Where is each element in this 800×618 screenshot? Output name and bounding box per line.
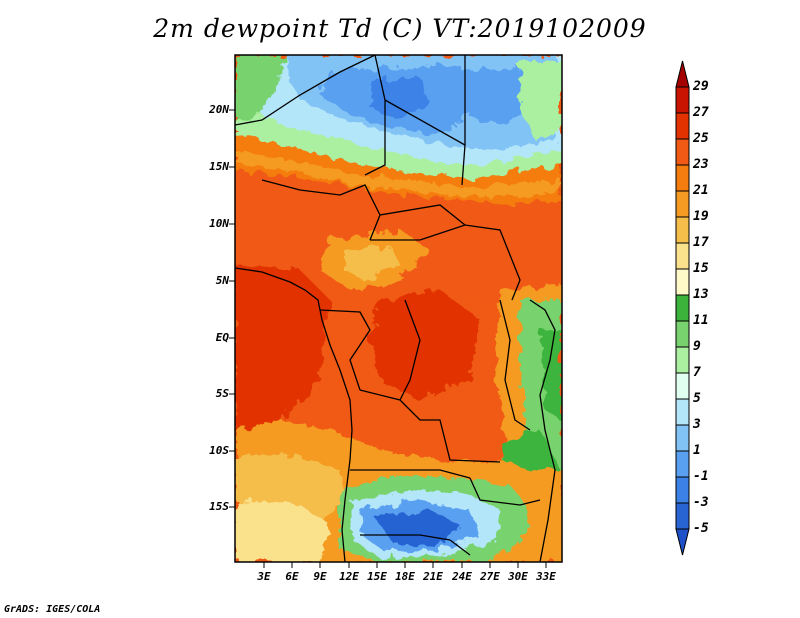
colorbar-swatch xyxy=(675,398,690,426)
colorbar-swatch xyxy=(675,372,690,400)
lon-label-12e: 12E xyxy=(339,570,359,583)
lon-label-3e: 3E xyxy=(257,570,271,583)
colorbar-label: 7 xyxy=(693,365,701,380)
colorbar-swatch xyxy=(675,242,690,270)
dewpoint-field xyxy=(235,55,562,562)
lat-label-eq: EQ xyxy=(215,331,229,344)
colorbar-swatch xyxy=(675,294,690,322)
colorbar-swatch xyxy=(675,216,690,244)
colorbar-swatch xyxy=(675,112,690,140)
lon-label-30e: 30E xyxy=(508,570,528,583)
colorbar-swatch xyxy=(675,164,690,192)
lon-label-9e: 9E xyxy=(313,570,327,583)
colorbar-label: 13 xyxy=(693,287,709,302)
colorbar xyxy=(675,60,690,556)
colorbar-label: 19 xyxy=(693,209,709,224)
colorbar-label: -5 xyxy=(693,521,709,536)
colorbar-label: 21 xyxy=(693,183,709,198)
colorbar-swatch xyxy=(675,476,690,504)
lat-label-15s: 15S xyxy=(209,500,229,513)
colorbar-label: 25 xyxy=(693,131,709,146)
lon-label-21e: 21E xyxy=(423,570,443,583)
colorbar-label: 23 xyxy=(693,157,709,172)
colorbar-swatch xyxy=(675,450,690,478)
colorbar-label: 3 xyxy=(693,417,701,432)
colorbar-label: 29 xyxy=(693,79,709,94)
colorbar-bottom-arrow xyxy=(675,528,690,556)
lon-label-6e: 6E xyxy=(285,570,299,583)
colorbar-swatch xyxy=(675,190,690,218)
lon-ticks xyxy=(263,562,547,568)
colorbar-label: 9 xyxy=(693,339,701,354)
footer-credit: GrADS: IGES/COLA xyxy=(4,604,101,615)
chart-title: 2m dewpoint Td (C) VT:2019102009 xyxy=(153,14,647,43)
colorbar-label: 27 xyxy=(693,105,709,120)
lat-label-5n: 5N xyxy=(215,274,229,287)
lat-ticks xyxy=(229,109,235,508)
colorbar-top-arrow xyxy=(675,60,690,88)
lon-label-27e: 27E xyxy=(480,570,500,583)
colorbar-swatch xyxy=(675,138,690,166)
colorbar-label: 11 xyxy=(693,313,709,328)
colorbar-swatch xyxy=(675,424,690,452)
lon-label-18e: 18E xyxy=(395,570,415,583)
colorbar-swatch xyxy=(675,268,690,296)
map-boundaries xyxy=(235,55,556,562)
lon-label-15e: 15E xyxy=(367,570,387,583)
lat-label-10s: 10S xyxy=(209,444,229,457)
colorbar-swatch xyxy=(675,320,690,348)
map-frame xyxy=(234,54,563,563)
lat-label-15n: 15N xyxy=(209,160,229,173)
colorbar-swatch xyxy=(675,86,690,114)
colorbar-label: 5 xyxy=(693,391,701,406)
colorbar-label: -3 xyxy=(693,495,709,510)
colorbar-swatch xyxy=(675,502,690,530)
colorbar-label: -1 xyxy=(693,469,709,484)
lat-label-5s: 5S xyxy=(215,387,229,400)
lon-label-33e: 33E xyxy=(536,570,556,583)
colorbar-label: 1 xyxy=(693,443,701,458)
colorbar-label: 17 xyxy=(693,235,709,250)
lat-label-10n: 10N xyxy=(209,217,229,230)
colorbar-label: 15 xyxy=(693,261,709,276)
lat-label-20n: 20N xyxy=(209,103,229,116)
lon-label-24e: 24E xyxy=(452,570,472,583)
colorbar-swatch xyxy=(675,346,690,374)
